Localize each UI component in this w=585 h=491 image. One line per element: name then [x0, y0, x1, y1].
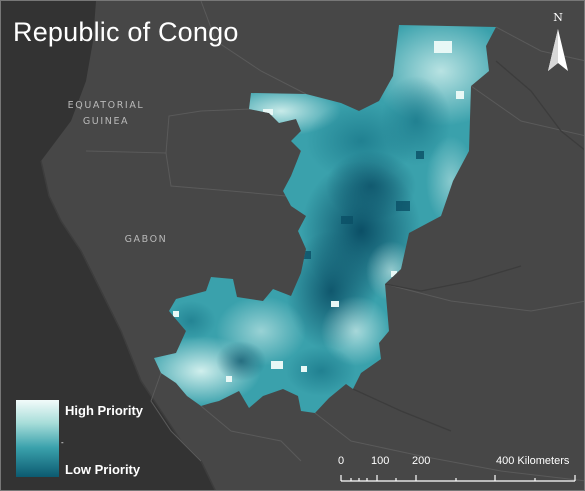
- legend-gradient: [16, 400, 59, 477]
- scale-label-0: 0: [338, 455, 345, 467]
- legend-high-label: High Priority: [65, 403, 144, 418]
- scale-bar: [340, 475, 576, 482]
- legend-tick-mark: -: [61, 438, 64, 447]
- map-title: Republic of Congo: [13, 17, 239, 47]
- north-arrow-icon: [548, 29, 568, 71]
- scale-label-200: 200: [412, 455, 431, 467]
- label-equatorial-guinea: EQUATORIAL GUINEA: [56, 98, 156, 130]
- scale-label-400: 400 Kilometers: [496, 455, 570, 467]
- north-letter: N: [553, 11, 563, 24]
- country-borders: [85, 1, 584, 482]
- label-equatorial-guinea-line1: EQUATORIAL: [67, 100, 145, 111]
- north-arrow: N: [544, 11, 572, 73]
- label-gabon: GABON: [124, 234, 168, 245]
- label-equatorial-guinea-line2: GUINEA: [82, 116, 130, 127]
- legend-low-label: Low Priority: [65, 462, 141, 477]
- scale-label-100: 100: [371, 455, 390, 467]
